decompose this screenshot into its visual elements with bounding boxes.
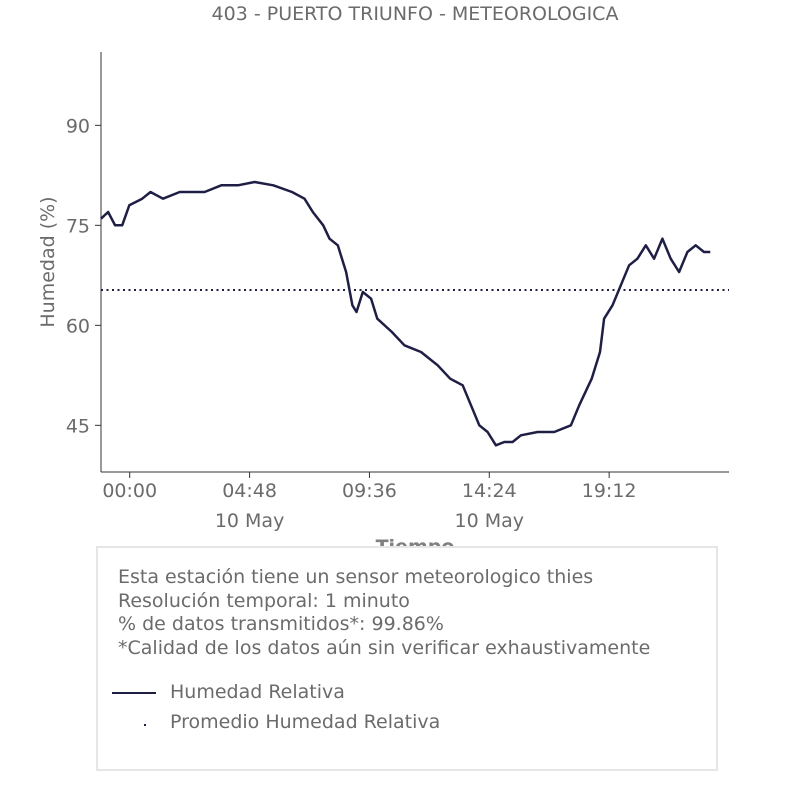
x-tick-label: 19:12 — [582, 480, 637, 502]
resolution-line: Resolución temporal: 1 minuto — [118, 589, 410, 612]
y-tick-label: 75 — [66, 215, 90, 237]
chart-axes: 45 60 75 90 00:00 04:48 10 May 09:36 14:24 10 May… — [66, 52, 729, 532]
transmitted-line: % de datos transmitidos*: 99.86% — [118, 613, 444, 635]
sensor-info-line: Esta estación tiene un sensor meteorolog… — [118, 566, 594, 588]
x-tick-label: 09:36 — [342, 480, 397, 502]
x-tick-label: 04:48 — [222, 480, 277, 502]
x-tick-date-label: 10 May — [455, 510, 525, 532]
y-tick-label: 60 — [66, 315, 90, 337]
y-tick-label: 90 — [66, 115, 90, 137]
y-axis-label: Humedad (%) — [37, 196, 59, 327]
x-tick-label: 14:24 — [462, 480, 517, 502]
x-tick-label: 00:00 — [102, 480, 157, 502]
y-tick-label: 45 — [66, 415, 90, 437]
chart-plot-area — [100, 180, 729, 447]
info-panel: Esta estación tiene un sensor meteorolog… — [96, 546, 718, 771]
legend-label-promedio: Promedio Humedad Relativa — [170, 711, 441, 733]
chart-title: 403 - PUERTO TRIUNFO - METEOROLOGICA — [212, 3, 619, 25]
legend-solid-line-marker — [112, 692, 156, 694]
legend-dotted-line-marker — [144, 724, 146, 726]
station-info: Esta estación tiene un sensor meteorolog… — [118, 566, 650, 660]
series-line-humedad — [100, 180, 711, 447]
x-tick-date-label: 10 May — [215, 510, 285, 532]
legend-label-humedad: Humedad Relativa — [170, 681, 345, 703]
quality-note-line: *Calidad de los datos aún sin verificar … — [118, 636, 651, 659]
